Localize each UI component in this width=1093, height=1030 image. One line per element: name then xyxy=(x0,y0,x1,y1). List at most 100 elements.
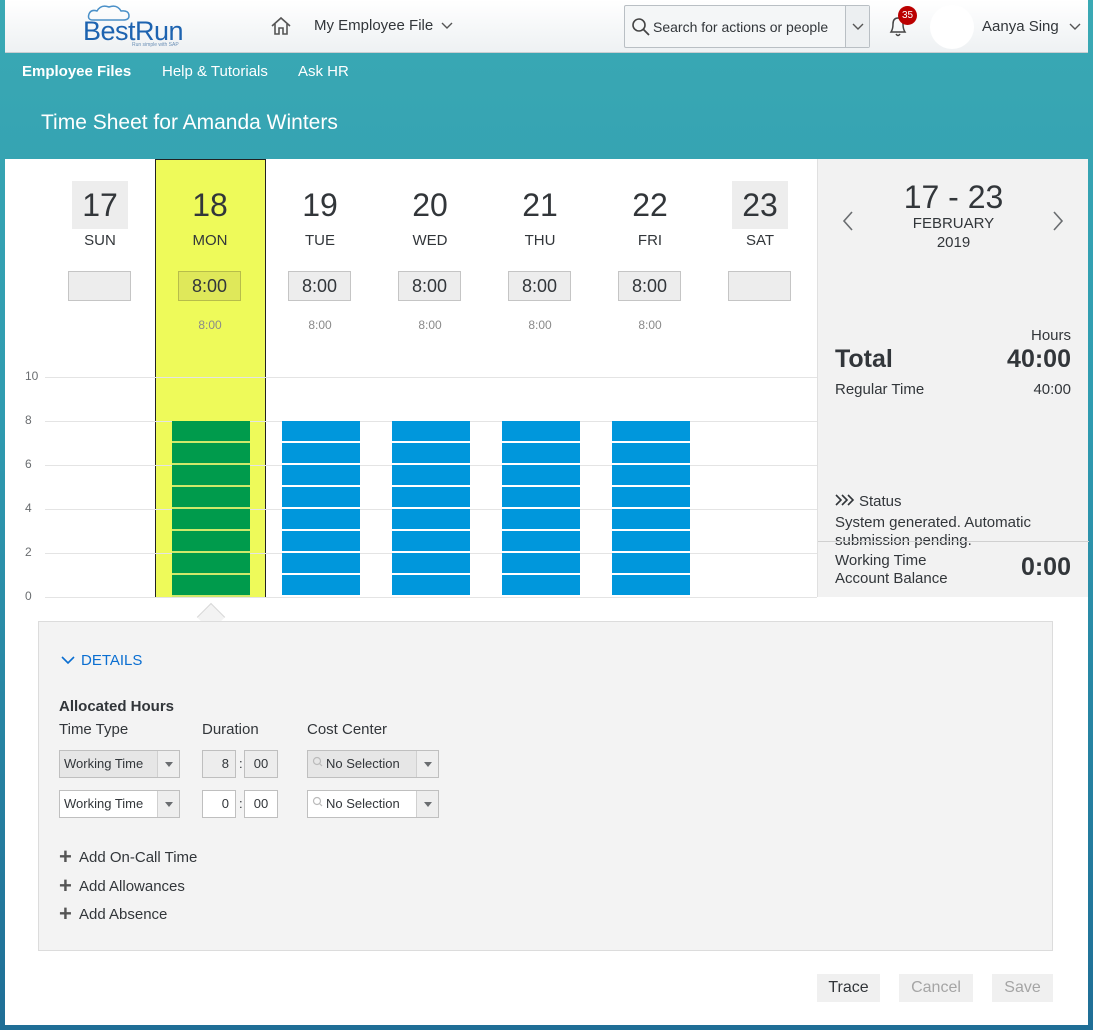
search-icon xyxy=(312,796,323,807)
day-planned-hours: 8:00 xyxy=(198,318,222,332)
add-allowances-label: Add Allowances xyxy=(79,878,185,895)
bar-thu[interactable] xyxy=(502,421,580,597)
day-hours-input[interactable]: 8:00 xyxy=(398,271,461,301)
day-name: WED xyxy=(412,232,448,249)
chevron-down-icon xyxy=(441,22,453,29)
cancel-button[interactable]: Cancel xyxy=(899,974,973,1002)
avatar[interactable] xyxy=(930,5,974,49)
cost-center-select[interactable]: No Selection xyxy=(307,790,439,818)
chevron-left-icon[interactable] xyxy=(840,209,856,233)
week-year: 2019 xyxy=(936,234,971,251)
nav-ask-hr[interactable]: Ask HR xyxy=(298,63,349,80)
dropdown-arrow-icon xyxy=(157,751,179,777)
day-hours-input[interactable]: 8:00 xyxy=(288,271,351,301)
bar-wed[interactable] xyxy=(392,421,470,597)
save-button[interactable]: Save xyxy=(992,974,1053,1002)
status-label: Status xyxy=(859,493,902,510)
time-type-header: Time Type xyxy=(59,721,129,738)
user-name: Aanya Sing xyxy=(982,18,1059,35)
nav-employee-files[interactable]: Employee Files xyxy=(22,63,132,80)
y-tick-label: 8 xyxy=(25,413,32,427)
day-hours-input[interactable] xyxy=(68,271,131,301)
user-menu[interactable]: Aanya Sing xyxy=(982,18,1081,35)
details-label: DETAILS xyxy=(81,652,143,669)
chevron-down-icon xyxy=(852,23,864,30)
cost-center-select[interactable]: No Selection xyxy=(307,750,439,778)
add-absence-link[interactable]: + Add Absence xyxy=(59,903,168,925)
day-name: SAT xyxy=(745,232,775,249)
details-panel: DETAILS Allocated Hours Time Type Durati… xyxy=(38,621,1053,951)
y-tick-label: 6 xyxy=(25,457,32,471)
day-planned-hours: 8:00 xyxy=(418,318,442,332)
duration-hours-input[interactable]: 0 xyxy=(202,790,236,818)
cost-center-header: Cost Center xyxy=(307,721,388,738)
dropdown-arrow-icon xyxy=(416,791,438,817)
details-toggle[interactable]: DETAILS xyxy=(61,652,142,669)
balance-label: Working Time Account Balance xyxy=(835,552,948,587)
notification-badge: 35 xyxy=(898,6,917,25)
day-number: 18 xyxy=(192,187,228,223)
duration-header: Duration xyxy=(202,721,259,738)
chevron-down-icon xyxy=(61,656,75,665)
bar-tue[interactable] xyxy=(282,421,360,597)
total-label: Total xyxy=(835,345,893,373)
duration-separator: : xyxy=(239,796,243,811)
day-name: MON xyxy=(192,232,228,249)
status-heading[interactable]: Status xyxy=(835,493,902,510)
time-type-select[interactable]: Working Time xyxy=(59,750,180,778)
time-type-select[interactable]: Working Time xyxy=(59,790,180,818)
add-absence-label: Add Absence xyxy=(79,906,168,923)
add-on-call-time-link[interactable]: + Add On-Call Time xyxy=(59,844,197,869)
cloud-icon xyxy=(87,5,130,21)
total-value: 40:00 xyxy=(1007,345,1071,373)
regular-time-label: Regular Time xyxy=(835,381,925,398)
day-name: THU xyxy=(524,232,556,249)
logo-tagline: Run simple with SAP xyxy=(132,42,179,48)
week-range: 17 - 23 xyxy=(903,179,1004,215)
chevron-down-icon xyxy=(1069,23,1081,30)
day-hours-input[interactable]: 8:00 xyxy=(508,271,571,301)
duration-minutes-input[interactable]: 00 xyxy=(244,790,278,818)
day-hours-input[interactable]: 8:00 xyxy=(178,271,241,301)
day-number: 19 xyxy=(302,187,338,223)
time-type-value: Working Time xyxy=(64,756,144,771)
y-tick-label: 0 xyxy=(25,589,32,603)
day-name: TUE xyxy=(305,232,335,249)
day-number: 21 xyxy=(522,187,558,223)
dropdown-arrow-icon xyxy=(416,751,438,777)
day-number: 23 xyxy=(732,181,788,229)
home-icon[interactable] xyxy=(270,15,292,37)
bar-mon[interactable] xyxy=(172,421,250,597)
chevron-right-icon[interactable] xyxy=(1050,209,1066,233)
day-planned-hours: 8:00 xyxy=(528,318,552,332)
page-title: Time Sheet for Amanda Winters xyxy=(41,111,338,134)
search-scope-dropdown[interactable] xyxy=(845,6,869,47)
plus-icon: + xyxy=(59,844,72,869)
search-icon[interactable] xyxy=(631,17,651,37)
search-input[interactable] xyxy=(653,16,843,38)
add-allowances-link[interactable]: + Add Allowances xyxy=(59,875,185,897)
bar-fri[interactable] xyxy=(612,421,690,597)
grid-line xyxy=(45,377,817,378)
my-employee-file-menu[interactable]: My Employee File xyxy=(314,17,453,34)
duration-separator: : xyxy=(239,756,243,771)
search-field xyxy=(624,5,870,48)
day-hours-input[interactable]: 8:00 xyxy=(618,271,681,301)
duration-hours-input[interactable]: 8 xyxy=(202,750,236,778)
day-number: 22 xyxy=(632,187,668,223)
day-planned-hours: 8:00 xyxy=(638,318,662,332)
day-name: FRI xyxy=(637,232,663,249)
duration-minutes-input[interactable]: 00 xyxy=(244,750,278,778)
y-tick-label: 10 xyxy=(25,369,39,383)
y-tick-label: 4 xyxy=(25,501,32,515)
regular-time-value: 40:00 xyxy=(1033,381,1071,398)
trace-button[interactable]: Trace xyxy=(817,974,880,1002)
week-month: FEBRUARY xyxy=(912,215,995,232)
shell-bar: BestRun Run simple with SAP My Employee … xyxy=(5,0,1088,53)
day-hours-input[interactable] xyxy=(728,271,791,301)
nav-help-tutorials[interactable]: Help & Tutorials xyxy=(162,63,268,80)
time-type-value: Working Time xyxy=(64,796,144,811)
day-name: SUN xyxy=(84,232,116,249)
week-summary: 17 - 23 FEBRUARY 2019 Hours Total 40:00 … xyxy=(817,159,1089,597)
bestrun-logo[interactable]: BestRun Run simple with SAP xyxy=(77,4,197,50)
